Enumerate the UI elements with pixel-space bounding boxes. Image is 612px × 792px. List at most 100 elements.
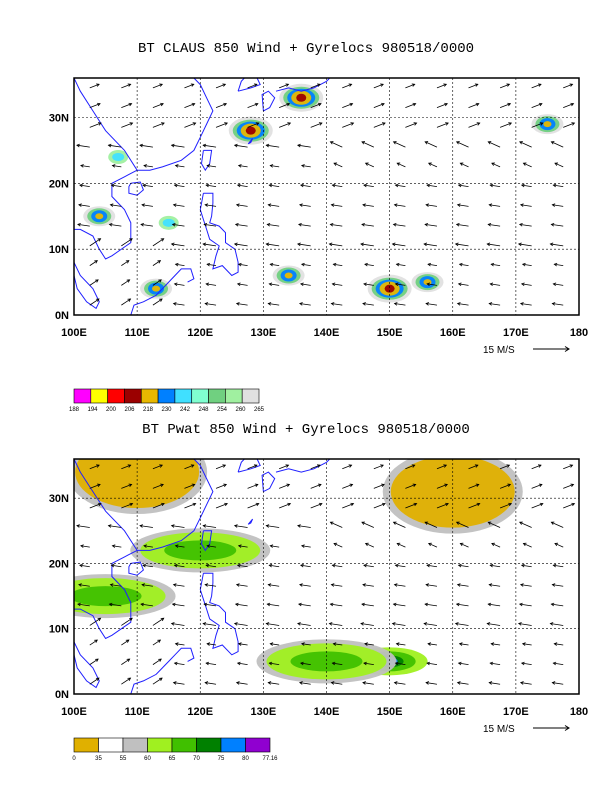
wind-arrow — [329, 521, 343, 528]
wind-arrow — [521, 642, 532, 646]
wind-arrow — [468, 502, 481, 509]
wind-arrow — [457, 563, 469, 568]
wind-arrow — [247, 83, 258, 89]
x-tick-label: 130E — [251, 706, 277, 718]
wind-arrow — [297, 143, 311, 148]
coastline — [137, 78, 214, 171]
wind-arrow — [121, 122, 134, 128]
wind-arrow — [549, 622, 564, 626]
wind-arrow — [174, 262, 185, 267]
wind-arrow — [468, 102, 480, 108]
wind-arrow — [152, 279, 162, 286]
contour-blob — [162, 218, 175, 227]
wind-arrow — [300, 642, 311, 646]
wind-arrow — [424, 222, 438, 227]
wind-arrow — [395, 262, 406, 267]
wind-arrow — [459, 162, 469, 168]
wind-arrow — [436, 102, 448, 108]
wind-arrow — [436, 83, 448, 89]
wind-arrow — [152, 260, 162, 266]
wind-arrow — [89, 238, 102, 247]
wind-arrow — [235, 203, 248, 207]
wind-arrow — [121, 639, 130, 646]
wind-arrow — [549, 242, 564, 247]
wind-arrow — [489, 183, 501, 188]
wind-arrow — [171, 222, 185, 227]
x-tick-label: 130E — [251, 327, 277, 339]
wind-arrow — [361, 222, 374, 227]
colorbar-label: 242 — [180, 407, 191, 413]
coastline — [237, 459, 261, 473]
wind-arrow — [459, 542, 469, 548]
wind-arrow — [329, 602, 343, 607]
wind-arrow — [265, 242, 280, 247]
wind-arrow — [109, 583, 122, 587]
wind-arrow — [550, 602, 564, 607]
wind-arrow — [360, 242, 374, 247]
y-tick-label: 0N — [55, 689, 69, 701]
wind-arrow — [423, 242, 438, 247]
wind-arrow — [299, 681, 311, 685]
wind-arrow — [563, 122, 576, 128]
contour-blob — [423, 279, 432, 286]
y-tick-label: 30N — [49, 493, 69, 505]
wind-arrow — [436, 483, 448, 489]
wind-arrow — [266, 222, 280, 227]
wind-arrow — [436, 464, 448, 470]
wind-arrow — [499, 464, 511, 470]
wind-arrow — [310, 502, 323, 509]
wind-arrow — [152, 502, 165, 509]
wind-arrow — [265, 143, 280, 148]
wind-arrow — [247, 502, 260, 509]
wind-arrow — [342, 464, 353, 470]
wind-arrow — [458, 642, 469, 646]
colorbar-label: 55 — [120, 756, 127, 762]
wind-arrow — [456, 583, 469, 587]
wind-arrow — [468, 483, 480, 489]
wind-arrow — [487, 521, 501, 528]
wind-arrow — [517, 242, 532, 247]
wind-arrow — [172, 583, 185, 587]
wind-arrow — [79, 183, 90, 188]
contour-blob — [290, 651, 363, 672]
wind-arrow — [152, 617, 165, 626]
wind-arrow — [247, 102, 259, 108]
wind-arrow — [299, 583, 311, 587]
wind-arrow — [425, 302, 438, 306]
wind-arrow — [297, 622, 311, 626]
wind-arrow — [279, 102, 291, 108]
wind-arrow — [269, 164, 280, 168]
wind-arrow — [328, 242, 343, 247]
wind-arrow — [121, 83, 132, 89]
x-tick-label: 170E — [503, 706, 529, 718]
wind-arrow — [267, 583, 280, 587]
wind-arrow — [174, 164, 185, 168]
wind-arrow — [455, 521, 469, 528]
y-tick-label: 20N — [49, 558, 69, 570]
wind-arrow — [78, 203, 90, 207]
wind-arrow — [395, 642, 406, 646]
wind-arrow — [551, 583, 564, 587]
wind-arrow — [206, 544, 217, 548]
wind-arrow — [268, 661, 280, 666]
wind-arrow — [215, 102, 228, 108]
wind-arrow — [300, 544, 311, 548]
wind-arrow — [330, 203, 343, 207]
wind-arrow — [468, 122, 481, 128]
wind-arrow — [490, 642, 501, 646]
wind-arrow — [173, 282, 185, 287]
wind-arrow — [206, 642, 217, 646]
contour-blob — [296, 93, 307, 102]
wind-arrow — [110, 183, 122, 188]
wind-arrow — [552, 661, 564, 666]
colorbar-label: 206 — [124, 407, 135, 413]
colorbar-swatch — [140, 388, 159, 404]
colorbar-swatch — [90, 388, 108, 404]
wind-arrow — [172, 302, 185, 306]
coastline — [275, 459, 331, 473]
wind-arrow — [426, 563, 438, 568]
wind-arrow — [499, 502, 513, 509]
wind-arrow — [300, 282, 311, 287]
wind-arrow — [300, 661, 311, 666]
wind-arrow — [531, 502, 544, 509]
